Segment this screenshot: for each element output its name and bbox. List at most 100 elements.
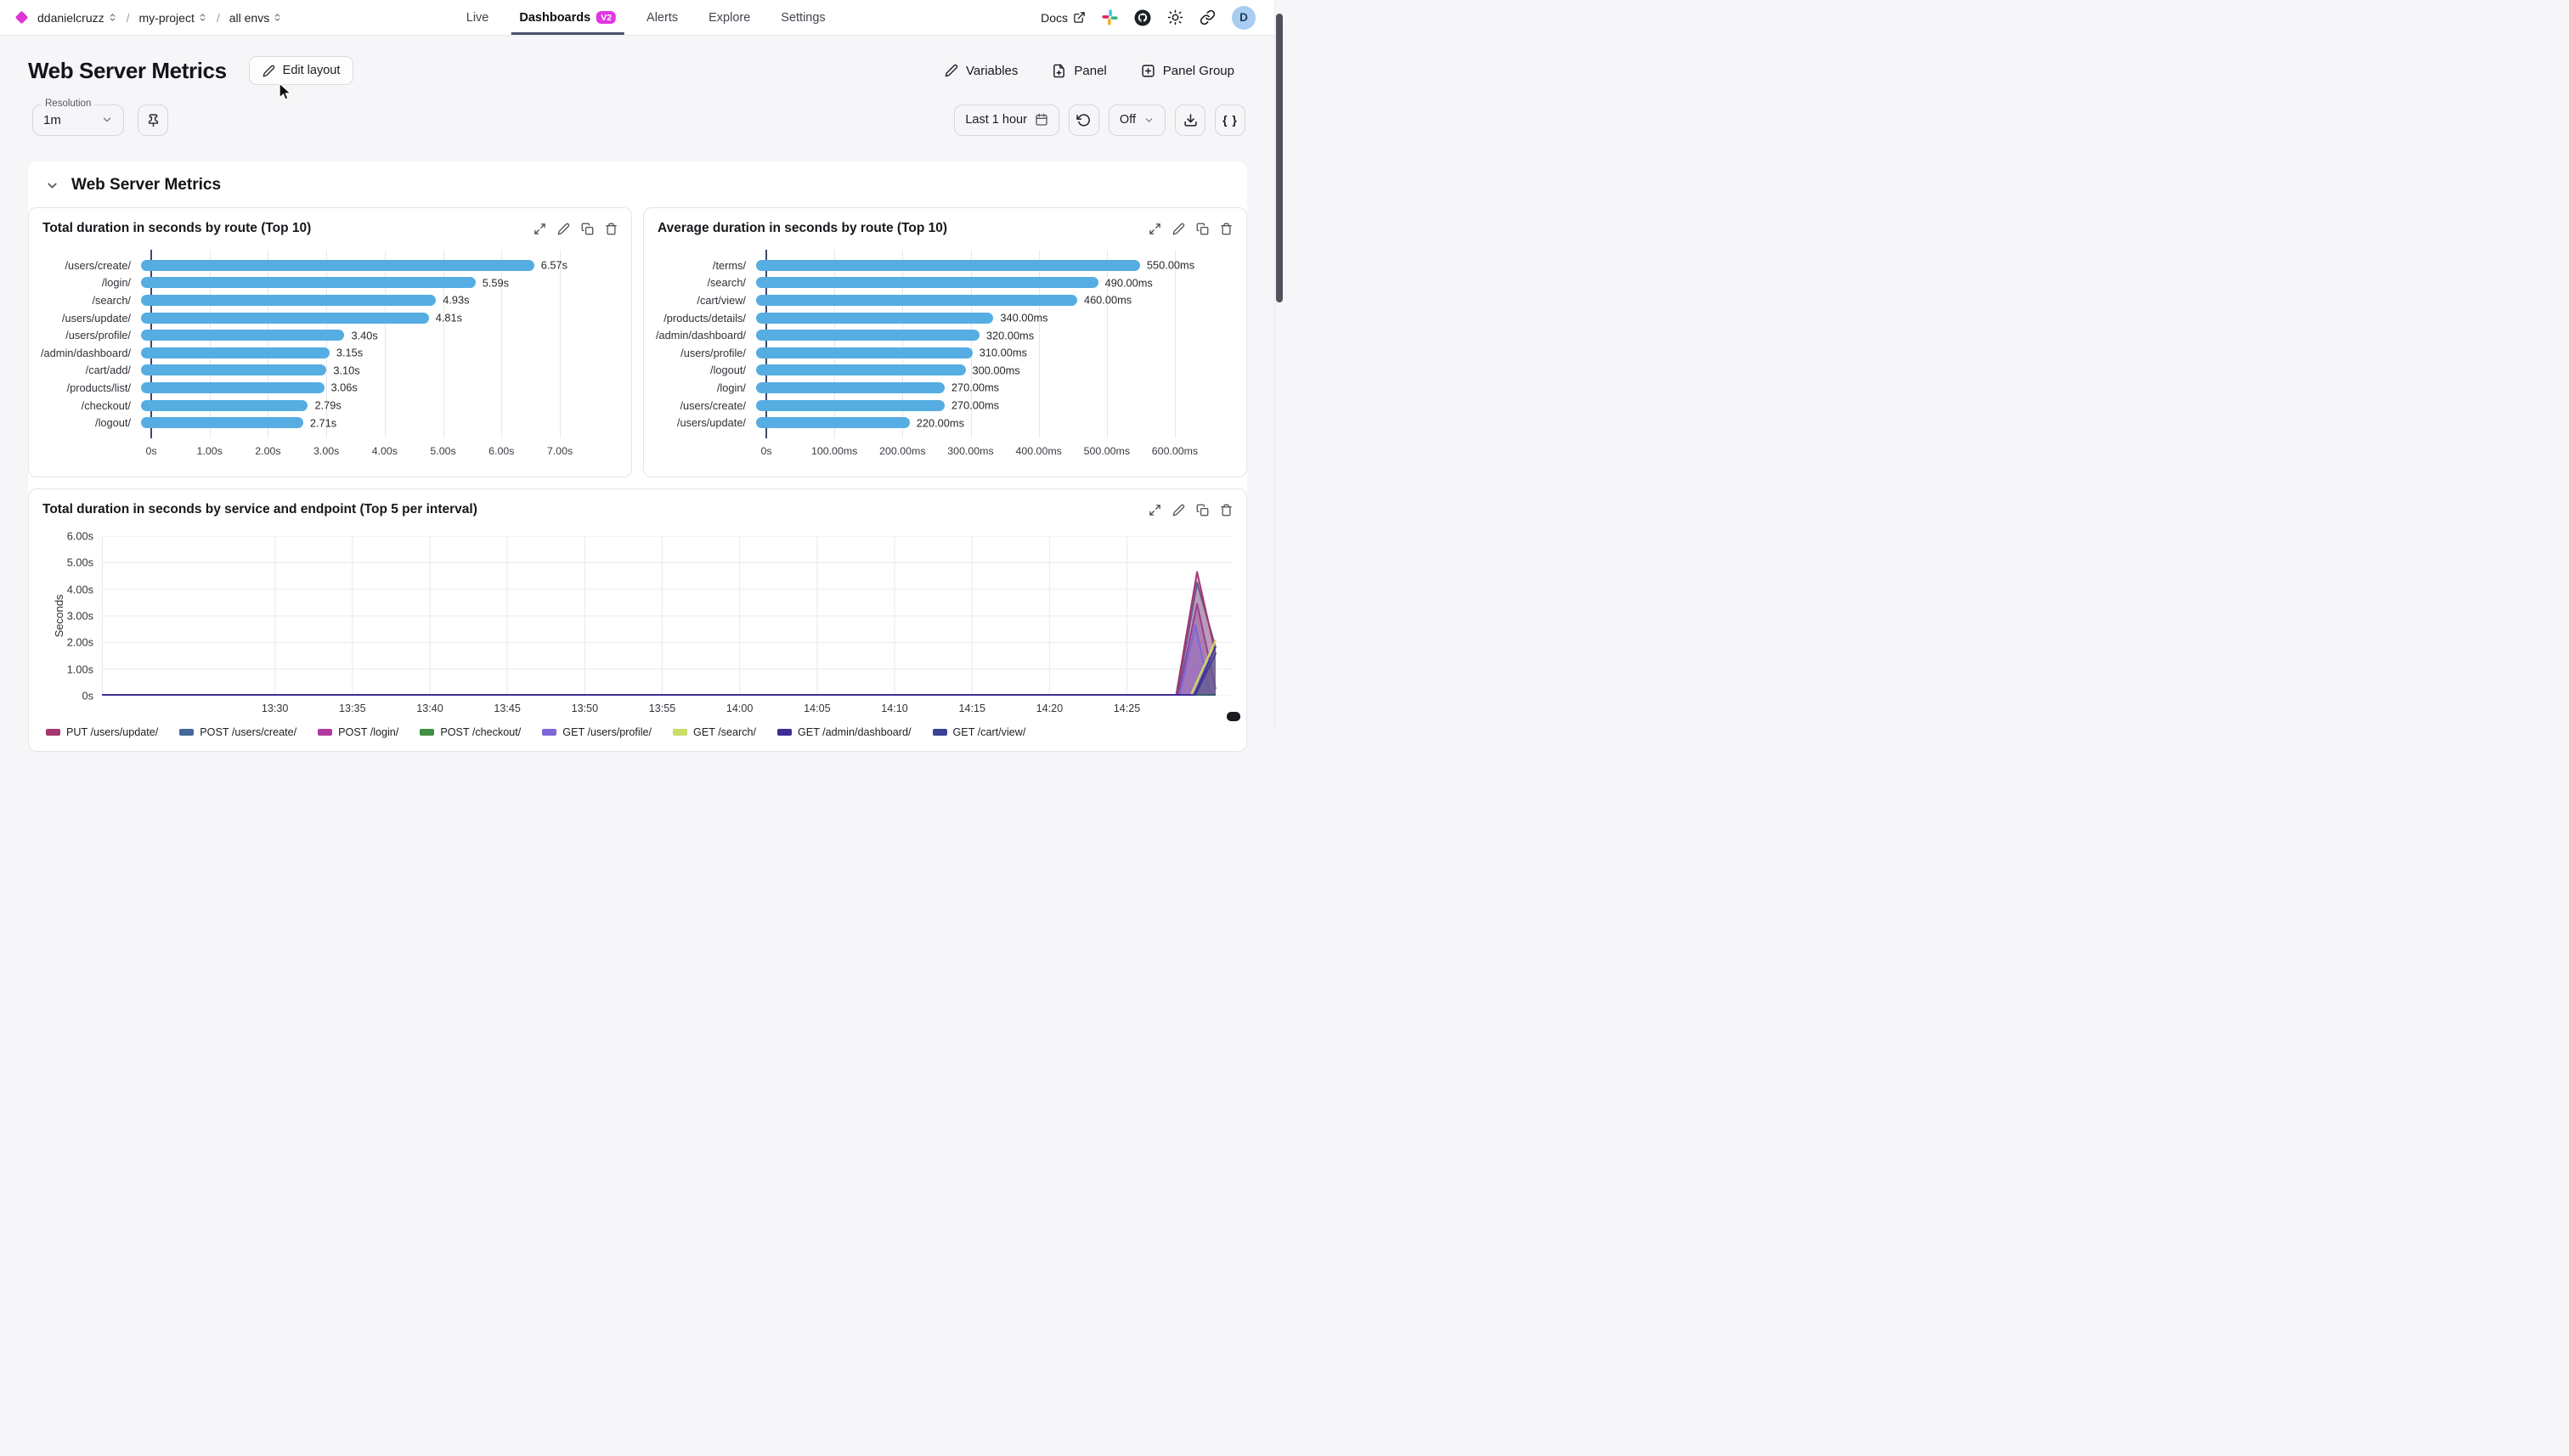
copy-icon[interactable]	[1196, 223, 1209, 235]
resolution-select[interactable]: Resolution 1m	[32, 98, 124, 136]
share-link-icon[interactable]	[1200, 9, 1216, 25]
legend-item[interactable]: POST /checkout/	[420, 726, 521, 738]
trash-icon[interactable]	[605, 223, 618, 235]
bar[interactable]	[141, 312, 429, 324]
category-label: /cart/add/	[85, 364, 131, 377]
copy-icon[interactable]	[1196, 504, 1209, 516]
bar[interactable]	[756, 294, 1077, 306]
bar[interactable]	[141, 330, 345, 341]
bar[interactable]	[141, 277, 476, 289]
timeseries-plot-area[interactable]	[102, 536, 1233, 696]
series-line	[102, 602, 1217, 696]
x-axis: 0s 100.00ms 200.00ms 300.00ms 400.00ms 500.00…	[656, 445, 1234, 459]
legend-item[interactable]: POST /users/create/	[179, 726, 296, 738]
user-avatar[interactable]: D	[1232, 5, 1256, 30]
bar[interactable]	[756, 417, 910, 429]
add-panel-group-button[interactable]: Panel Group	[1141, 64, 1234, 78]
bar[interactable]	[756, 381, 945, 393]
pin-resolution-button[interactable]	[138, 104, 168, 136]
vertical-scrollbar-thumb[interactable]	[1276, 14, 1283, 302]
copy-icon[interactable]	[581, 223, 594, 235]
bar[interactable]	[756, 364, 966, 376]
slack-icon[interactable]	[1102, 9, 1118, 25]
bar-row: /admin/dashboard/3.15s	[41, 344, 619, 362]
bar[interactable]	[141, 381, 325, 393]
bar[interactable]	[141, 399, 308, 411]
bar[interactable]	[141, 364, 327, 376]
bar[interactable]	[756, 259, 1140, 271]
chart-gridlines	[150, 250, 561, 438]
bar[interactable]	[756, 312, 994, 324]
bar[interactable]	[141, 294, 437, 306]
bar-row: /products/list/3.06s	[41, 379, 619, 397]
github-icon[interactable]	[1134, 9, 1151, 26]
refresh-button[interactable]	[1068, 104, 1099, 136]
tab-alerts[interactable]: Alerts	[646, 10, 679, 25]
bar-value-label: 340.00ms	[1000, 311, 1048, 324]
tab-explore[interactable]: Explore	[709, 10, 751, 25]
dashboard-controls: Resolution 1m Last 1 hour Off	[0, 85, 1284, 136]
calendar-icon	[1035, 113, 1048, 127]
series-line	[102, 581, 1217, 696]
bar-value-label: 2.71s	[309, 416, 337, 430]
pin-icon	[146, 113, 161, 127]
bar[interactable]	[756, 277, 1098, 289]
panel-title: Average duration in seconds by route (To…	[658, 221, 948, 235]
x-tick-label: 14:20	[1036, 703, 1064, 714]
json-view-button[interactable]: { }	[1215, 104, 1245, 136]
chevron-down-icon	[1143, 115, 1155, 126]
variables-button[interactable]: Variables	[945, 64, 1018, 78]
download-button[interactable]	[1175, 104, 1205, 136]
bar[interactable]	[756, 399, 945, 411]
legend-item[interactable]: POST /login/	[318, 726, 398, 738]
legend-item[interactable]: PUT /users/update/	[46, 726, 158, 738]
bar-value-label: 310.00ms	[979, 346, 1027, 359]
add-panel-button[interactable]: Panel	[1052, 64, 1107, 78]
time-range-button[interactable]: Last 1 hour	[954, 104, 1059, 136]
category-label: /checkout/	[81, 398, 131, 412]
legend-item[interactable]: GET /users/profile/	[542, 726, 652, 738]
x-tick-label: 300.00ms	[947, 445, 994, 457]
expand-icon[interactable]	[1149, 504, 1161, 516]
legend-label: POST /login/	[338, 726, 399, 738]
breadcrumb-org-selector[interactable]: ddanielcruzz	[37, 11, 117, 25]
expand-icon[interactable]	[534, 223, 546, 235]
bar[interactable]	[141, 347, 330, 358]
tab-dashboards[interactable]: Dashboards V2	[511, 0, 624, 35]
legend-item[interactable]: GET /cart/view/	[932, 726, 1025, 738]
docs-link[interactable]: Docs	[1041, 11, 1086, 25]
breadcrumb-env-selector[interactable]: all envs	[229, 11, 282, 25]
edit-icon[interactable]	[1172, 504, 1185, 516]
bar[interactable]	[141, 417, 303, 429]
series-area	[102, 572, 1216, 696]
bar-row: /cart/add/3.10s	[41, 362, 619, 380]
auto-refresh-select[interactable]: Off	[1108, 104, 1166, 136]
breadcrumb-project-selector[interactable]: my-project	[139, 11, 207, 25]
vertical-scrollbar-track[interactable]	[1274, 0, 1284, 728]
legend-item[interactable]: GET /admin/dashboard/	[777, 726, 912, 738]
horizontal-scrollbar-thumb[interactable]	[1227, 712, 1240, 721]
legend-item[interactable]: GET /search/	[673, 726, 756, 738]
trash-icon[interactable]	[1220, 504, 1233, 516]
trash-icon[interactable]	[1220, 223, 1233, 235]
tab-live[interactable]: Live	[466, 10, 489, 25]
category-label: /admin/dashboard/	[41, 346, 131, 359]
bar[interactable]	[141, 259, 534, 271]
bar[interactable]	[756, 330, 980, 341]
legend-label: GET /admin/dashboard/	[798, 726, 912, 738]
x-tick-label: 14:10	[881, 703, 908, 714]
edit-layout-button[interactable]: Edit layout	[248, 56, 354, 85]
edit-icon[interactable]	[557, 223, 570, 235]
tab-settings[interactable]: Settings	[781, 10, 826, 25]
x-tick-label: 14:25	[1113, 703, 1141, 714]
series-line	[102, 624, 1216, 696]
category-label: /users/create/	[680, 398, 746, 412]
section-header[interactable]: Web Server Metrics	[28, 161, 1247, 207]
legend-label: GET /users/profile/	[562, 726, 652, 738]
expand-icon[interactable]	[1149, 223, 1161, 235]
bar[interactable]	[756, 347, 973, 358]
theme-sun-icon[interactable]	[1167, 9, 1183, 25]
bar-value-label: 220.00ms	[916, 416, 964, 430]
chevron-down-icon[interactable]	[45, 178, 59, 193]
edit-icon[interactable]	[1172, 223, 1185, 235]
